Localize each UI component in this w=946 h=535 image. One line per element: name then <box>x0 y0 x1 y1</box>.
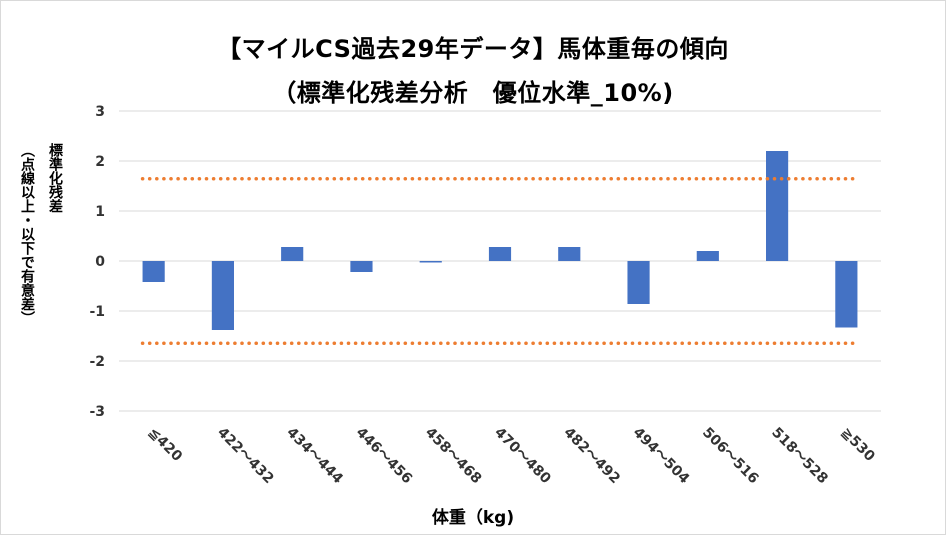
x-tick-label: ≦420 <box>145 425 185 465</box>
x-tick-label: ≧530 <box>838 425 878 465</box>
bar <box>419 261 442 263</box>
y-axis-label-line-2: （点線以上・以下で有意差） <box>19 143 35 325</box>
bar <box>627 261 650 304</box>
y-tick-label: -3 <box>89 404 105 420</box>
y-axis-label-line-1: 標準化残差 <box>47 143 63 213</box>
y-tick-label: -2 <box>89 354 105 370</box>
x-tick-label: 458～468 <box>422 425 485 488</box>
x-tick-label: 518～528 <box>768 425 831 488</box>
x-tick-label: 446～456 <box>353 425 416 488</box>
bar <box>558 247 581 261</box>
y-tick-label: 2 <box>95 154 105 170</box>
chart-title: 【マイルCS過去29年データ】馬体重毎の傾向 <box>217 35 729 63</box>
x-tick-label: 482～492 <box>560 425 623 488</box>
chart-subtitle: （標準化残差分析 優位水準_10%) <box>272 79 674 107</box>
y-tick-label: 3 <box>95 104 105 120</box>
x-tick-label: 506～516 <box>699 425 762 488</box>
x-tick-label: 422～432 <box>214 425 277 488</box>
bar <box>488 247 512 261</box>
bar <box>835 261 858 328</box>
x-axis-label: 体重（kg) <box>431 508 515 528</box>
bar <box>211 261 234 330</box>
x-tick-label: 494～504 <box>630 425 693 488</box>
y-axis-label: 標準化残差 （点線以上・以下で有意差） <box>9 143 73 393</box>
y-tick-label: 0 <box>95 254 105 270</box>
bar <box>766 151 789 261</box>
y-tick-label: 1 <box>95 204 105 220</box>
bar <box>281 247 304 261</box>
x-tick-label: 434～444 <box>283 425 346 488</box>
bar <box>696 251 719 261</box>
y-tick-label: -1 <box>89 304 105 320</box>
bar <box>142 261 165 282</box>
x-tick-label: 470～480 <box>491 425 554 488</box>
bar <box>350 261 373 272</box>
